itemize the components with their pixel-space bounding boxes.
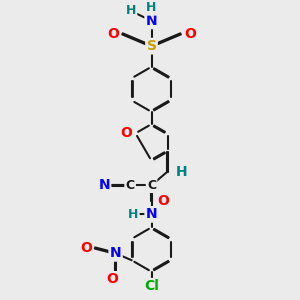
Text: O: O (106, 272, 118, 286)
Text: H: H (146, 2, 157, 14)
Text: C: C (147, 179, 156, 192)
Text: H: H (176, 164, 187, 178)
Text: O: O (157, 194, 169, 208)
Text: O: O (120, 126, 132, 140)
Text: H: H (128, 208, 138, 221)
Text: H: H (126, 4, 136, 17)
Text: S: S (146, 39, 157, 53)
Text: C: C (126, 179, 135, 192)
Text: N: N (110, 246, 122, 260)
Text: O: O (80, 241, 92, 255)
Text: N: N (98, 178, 110, 192)
Text: O: O (107, 27, 119, 41)
Text: Cl: Cl (144, 279, 159, 293)
Text: N: N (146, 14, 157, 28)
Text: N: N (146, 207, 157, 221)
Text: O: O (184, 27, 196, 41)
